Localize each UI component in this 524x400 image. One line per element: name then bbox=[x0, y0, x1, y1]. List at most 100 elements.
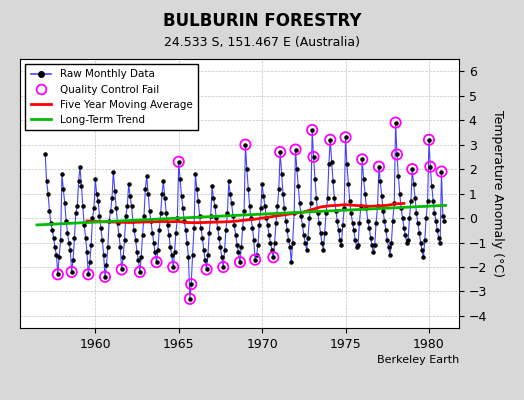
Point bbox=[287, 259, 296, 265]
Point bbox=[92, 190, 101, 197]
Point bbox=[400, 225, 408, 231]
Point bbox=[205, 230, 213, 236]
Point bbox=[358, 156, 366, 162]
Point bbox=[332, 208, 340, 214]
Point bbox=[123, 203, 132, 209]
Point bbox=[213, 225, 222, 231]
Point bbox=[70, 234, 79, 241]
Point bbox=[286, 244, 294, 251]
Point bbox=[429, 198, 438, 204]
Point bbox=[336, 237, 344, 243]
Point bbox=[119, 254, 127, 260]
Point bbox=[42, 178, 51, 184]
Point bbox=[261, 203, 269, 209]
Point bbox=[374, 203, 382, 209]
Point bbox=[180, 217, 189, 224]
Point bbox=[326, 136, 334, 143]
Point bbox=[96, 225, 105, 231]
Point bbox=[202, 266, 211, 273]
Point bbox=[425, 136, 433, 143]
Point bbox=[319, 247, 328, 253]
Point bbox=[329, 178, 337, 184]
Point bbox=[292, 166, 301, 172]
Point bbox=[206, 212, 215, 219]
Point bbox=[426, 164, 434, 170]
Point bbox=[184, 254, 193, 260]
Point bbox=[401, 232, 409, 238]
Point bbox=[369, 249, 378, 256]
Point bbox=[391, 120, 400, 126]
Point bbox=[241, 142, 249, 148]
Point bbox=[65, 239, 73, 246]
Point bbox=[58, 171, 66, 177]
Point bbox=[202, 266, 211, 273]
Point bbox=[121, 237, 129, 243]
Point bbox=[165, 232, 173, 238]
Text: BULBURIN FORESTRY: BULBURIN FORESTRY bbox=[163, 12, 361, 30]
Point bbox=[109, 168, 117, 175]
Point bbox=[307, 200, 315, 206]
Point bbox=[438, 168, 446, 175]
Point bbox=[339, 222, 347, 229]
Point bbox=[421, 237, 429, 243]
Point bbox=[105, 217, 113, 224]
Point bbox=[90, 205, 98, 212]
Point bbox=[98, 237, 106, 243]
Point bbox=[396, 190, 404, 197]
Point bbox=[69, 256, 78, 263]
Point bbox=[413, 220, 422, 226]
Point bbox=[179, 205, 187, 212]
Point bbox=[45, 208, 53, 214]
Point bbox=[254, 242, 262, 248]
Point bbox=[425, 136, 433, 143]
Point bbox=[375, 164, 383, 170]
Point bbox=[389, 217, 397, 224]
Point bbox=[209, 195, 217, 202]
Text: 24.533 S, 151.467 E (Australia): 24.533 S, 151.467 E (Australia) bbox=[164, 36, 360, 49]
Point bbox=[84, 271, 93, 278]
Point bbox=[249, 237, 258, 243]
Point bbox=[247, 215, 255, 221]
Point bbox=[149, 239, 158, 246]
Point bbox=[162, 210, 170, 216]
Point bbox=[309, 154, 318, 160]
Point bbox=[126, 193, 134, 199]
Point bbox=[158, 190, 166, 197]
Point bbox=[161, 195, 169, 202]
Point bbox=[309, 154, 318, 160]
Point bbox=[133, 249, 141, 256]
Point bbox=[101, 274, 109, 280]
Point bbox=[409, 181, 418, 187]
Point bbox=[423, 198, 432, 204]
Point bbox=[55, 254, 63, 260]
Point bbox=[79, 203, 87, 209]
Point bbox=[187, 281, 195, 287]
Point bbox=[257, 205, 265, 212]
Point bbox=[357, 203, 365, 209]
Point bbox=[91, 176, 100, 182]
Point bbox=[225, 178, 233, 184]
Point bbox=[238, 225, 247, 231]
Point bbox=[393, 151, 401, 158]
Point bbox=[219, 264, 227, 270]
Point bbox=[326, 136, 334, 143]
Point bbox=[236, 259, 244, 265]
Point bbox=[259, 193, 268, 199]
Point bbox=[383, 237, 391, 243]
Point bbox=[341, 134, 350, 140]
Point bbox=[350, 227, 358, 234]
Point bbox=[354, 242, 362, 248]
Point bbox=[138, 232, 147, 238]
Point bbox=[74, 178, 83, 184]
Point bbox=[253, 252, 261, 258]
Point bbox=[212, 215, 221, 221]
Point bbox=[51, 244, 59, 251]
Point bbox=[397, 205, 405, 212]
Point bbox=[68, 269, 76, 275]
Point bbox=[281, 217, 290, 224]
Point bbox=[241, 142, 249, 148]
Point bbox=[361, 190, 369, 197]
Point bbox=[159, 178, 168, 184]
Point bbox=[227, 200, 236, 206]
Point bbox=[173, 215, 182, 221]
